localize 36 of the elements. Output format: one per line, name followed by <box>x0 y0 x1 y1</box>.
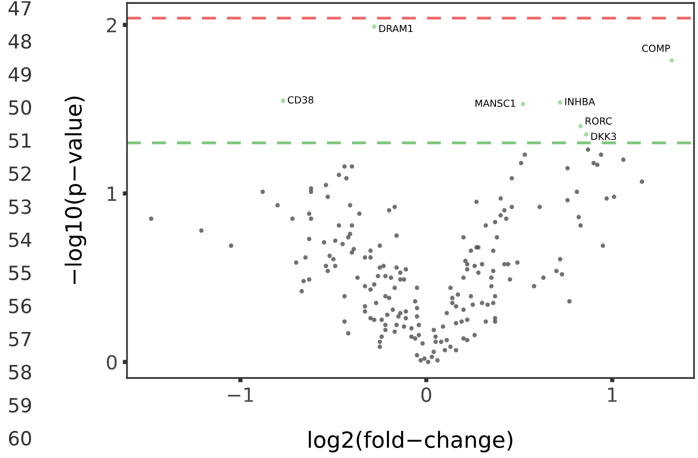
text: 47 <box>8 1 31 16</box>
text: 51 <box>9 133 31 148</box>
x-tick-label: 0 <box>421 387 432 402</box>
y-tick-label: 1 <box>108 186 116 201</box>
point <box>584 132 588 137</box>
point <box>578 124 583 128</box>
annotation: COMP <box>642 44 670 52</box>
point <box>558 100 562 105</box>
annotation: RORC <box>586 117 612 125</box>
point <box>669 58 674 62</box>
y-axis-title: −log10(p−value) <box>64 96 86 284</box>
text: 54 <box>9 232 32 248</box>
text: 55 <box>9 266 31 280</box>
text: 52 <box>9 166 30 182</box>
text: 48 <box>8 34 32 49</box>
point <box>372 24 376 29</box>
point <box>520 102 526 106</box>
y-tick-label: 2 <box>107 18 116 32</box>
x-tick-label: −1 <box>228 388 253 402</box>
point <box>280 98 286 103</box>
x-tick-label: 1 <box>608 388 617 402</box>
annotation: DRAM1 <box>379 24 413 32</box>
text: 58 <box>9 364 32 380</box>
text: 53 <box>9 199 31 214</box>
text: 59 <box>9 398 32 413</box>
text: 50 <box>9 100 32 115</box>
annotation: MANSC1 <box>476 100 516 107</box>
text: 60 <box>8 430 32 446</box>
annotation: INHBA <box>565 98 596 106</box>
annotation: CD38 <box>288 96 314 104</box>
text: 57 <box>9 332 31 346</box>
text: 49 <box>8 67 32 82</box>
x-axis-title: log2(fold−change) <box>308 430 512 452</box>
annotation: DKK3 <box>591 132 616 140</box>
text: 56 <box>9 298 32 314</box>
y-tick-label: 0 <box>106 354 117 370</box>
